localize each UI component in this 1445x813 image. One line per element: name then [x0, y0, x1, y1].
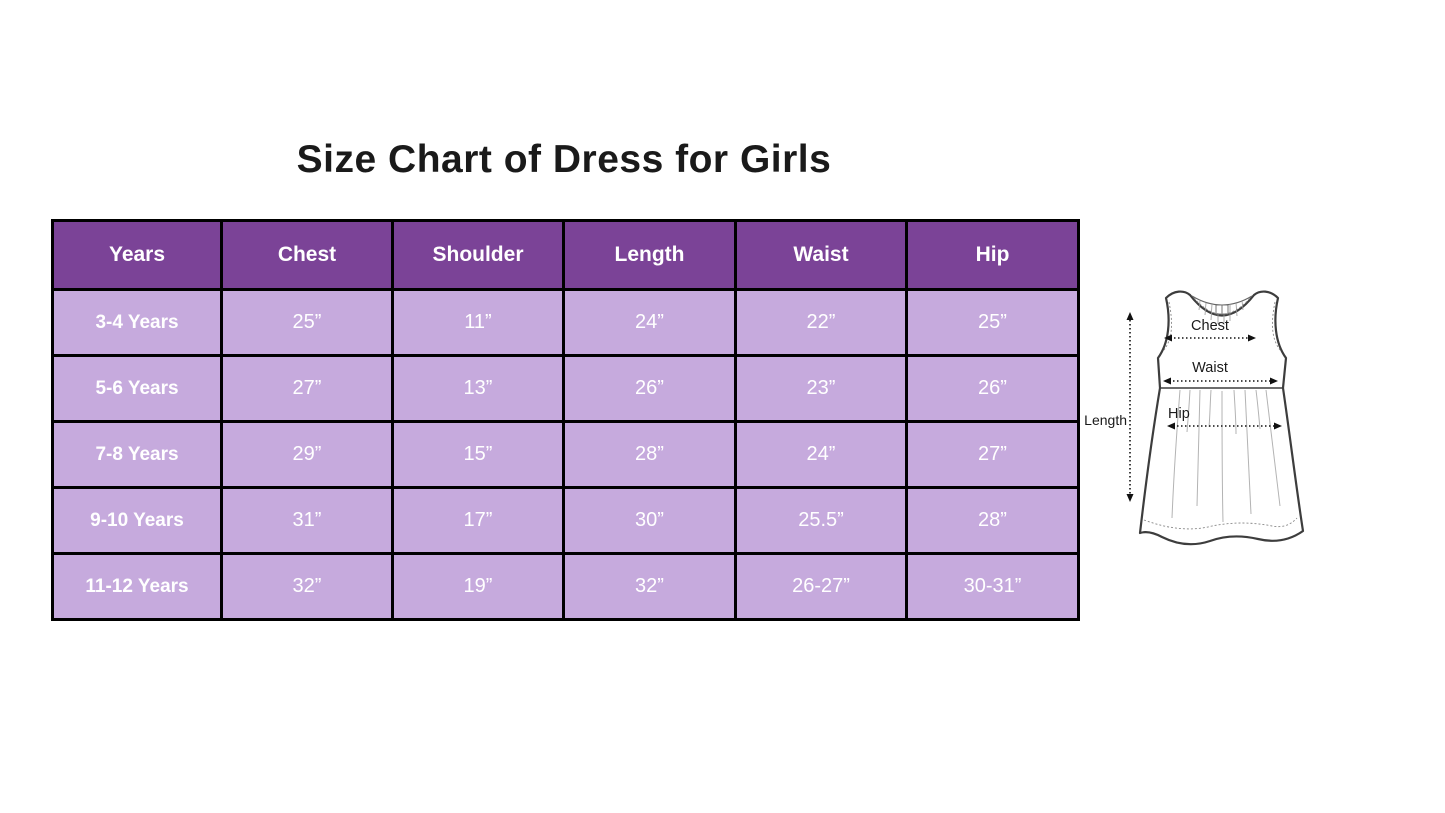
size-chart-table: Years Chest Shoulder Length Waist Hip 3-…: [51, 219, 1080, 621]
cell-shoulder: 15”: [391, 420, 565, 489]
cell-length: 26”: [562, 354, 737, 423]
cell-waist: 24”: [734, 420, 908, 489]
cell-waist: 22”: [734, 288, 908, 357]
row-label: 7-8 Years: [51, 420, 223, 489]
row-label: 11-12 Years: [51, 552, 223, 621]
cell-hip: 28”: [905, 486, 1080, 555]
column-header-length: Length: [562, 219, 737, 291]
column-header-chest: Chest: [220, 219, 394, 291]
column-header-waist: Waist: [734, 219, 908, 291]
cell-chest: 27”: [220, 354, 394, 423]
waist-label: Waist: [1192, 360, 1228, 376]
cell-length: 24”: [562, 288, 737, 357]
header-row: Years Chest Shoulder Length Waist Hip: [51, 219, 1080, 291]
arrowhead-icon: [1126, 312, 1282, 502]
chest-label: Chest: [1191, 318, 1229, 334]
cell-hip: 25”: [905, 288, 1080, 357]
column-header-years: Years: [51, 219, 223, 291]
table-row: 7-8 Years 29” 15” 28” 24” 27”: [51, 420, 1080, 489]
cell-chest: 31”: [220, 486, 394, 555]
cell-waist: 25.5”: [734, 486, 908, 555]
cell-hip: 26”: [905, 354, 1080, 423]
cell-chest: 29”: [220, 420, 394, 489]
table-row: 5-6 Years 27” 13” 26” 23” 26”: [51, 354, 1080, 423]
cell-hip: 27”: [905, 420, 1080, 489]
cell-shoulder: 13”: [391, 354, 565, 423]
cell-chest: 25”: [220, 288, 394, 357]
cell-waist: 26-27”: [734, 552, 908, 621]
table-row: 3-4 Years 25” 11” 24” 22” 25”: [51, 288, 1080, 357]
cell-chest: 32”: [220, 552, 394, 621]
table-row: 9-10 Years 31” 17” 30” 25.5” 28”: [51, 486, 1080, 555]
cell-shoulder: 11”: [391, 288, 565, 357]
column-header-hip: Hip: [905, 219, 1080, 291]
column-header-shoulder: Shoulder: [391, 219, 565, 291]
cell-length: 28”: [562, 420, 737, 489]
cell-shoulder: 17”: [391, 486, 565, 555]
dress-outline-drawing: [1138, 290, 1305, 546]
cell-waist: 23”: [734, 354, 908, 423]
row-label: 5-6 Years: [51, 354, 223, 423]
measurement-arrows: Chest Waist Hip Length: [1084, 312, 1282, 502]
cell-length: 32”: [562, 552, 737, 621]
row-label: 9-10 Years: [51, 486, 223, 555]
hip-label: Hip: [1168, 406, 1190, 422]
cell-shoulder: 19”: [391, 552, 565, 621]
cell-hip: 30-31”: [905, 552, 1080, 621]
dress-measurement-diagram: Chest Waist Hip Length: [1082, 268, 1442, 568]
length-label: Length: [1084, 412, 1127, 428]
row-label: 3-4 Years: [51, 288, 223, 357]
table-row: 11-12 Years 32” 19” 32” 26-27” 30-31”: [51, 552, 1080, 621]
page-title: Size Chart of Dress for Girls: [296, 138, 832, 181]
cell-length: 30”: [562, 486, 737, 555]
